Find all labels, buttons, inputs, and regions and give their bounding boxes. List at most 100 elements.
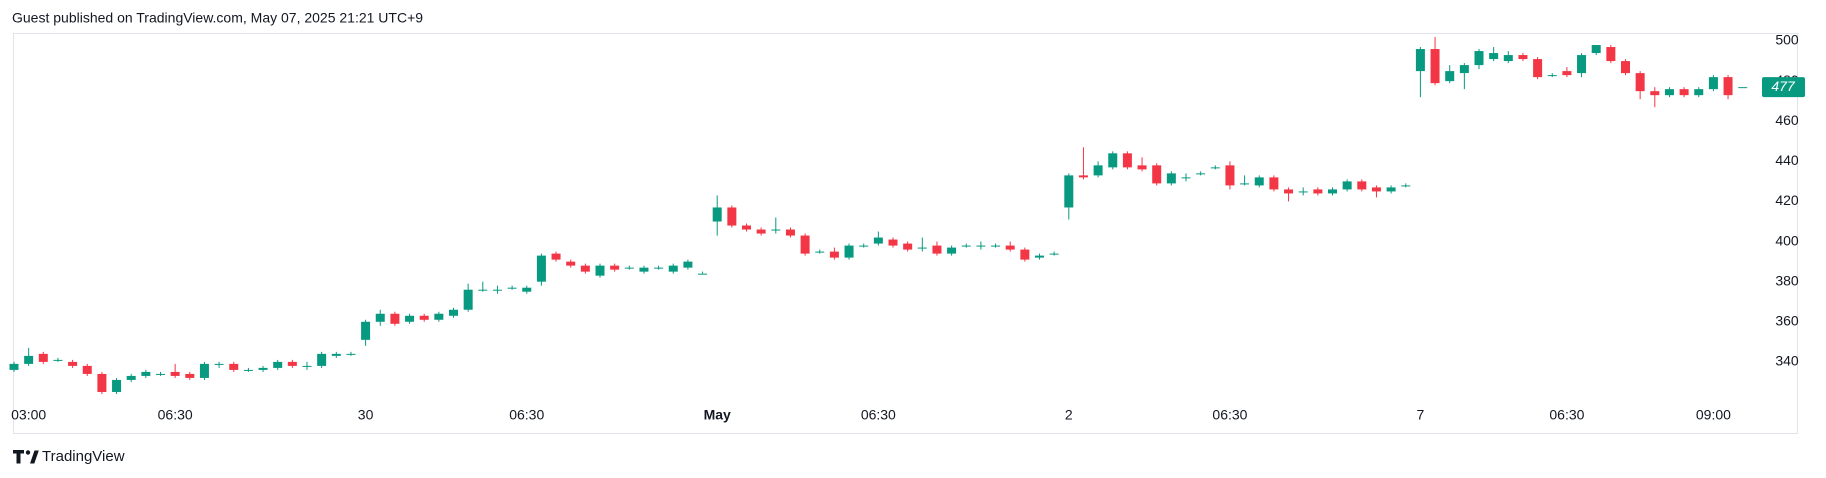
candle-body xyxy=(1738,87,1748,89)
y-tick-label: 460 xyxy=(1775,112,1799,128)
candle-body xyxy=(53,359,63,361)
candle-body xyxy=(1078,175,1088,178)
candle-body xyxy=(492,289,502,291)
candle-body xyxy=(97,373,107,392)
y-tick-label: 360 xyxy=(1775,312,1799,328)
candle-body xyxy=(800,235,810,254)
candle-body xyxy=(1064,175,1074,208)
x-tick-label: 06:30 xyxy=(1212,407,1247,423)
y-tick-label: 340 xyxy=(1775,353,1799,369)
candle-body xyxy=(1093,165,1103,176)
candle-body xyxy=(1357,181,1367,190)
candle-body xyxy=(1591,45,1601,54)
candle-body xyxy=(1298,191,1308,193)
candle-body xyxy=(1606,47,1616,62)
candle-body xyxy=(1313,189,1323,194)
candle-body xyxy=(1152,165,1162,184)
plot-frame xyxy=(13,33,1798,434)
candle-body xyxy=(668,265,678,272)
candle-body xyxy=(917,247,927,249)
candle-body xyxy=(727,207,737,226)
candle-body xyxy=(712,207,722,222)
y-tick-label: 440 xyxy=(1775,152,1799,168)
candle-body xyxy=(1621,61,1630,74)
candle-body xyxy=(1240,183,1250,185)
candle-body xyxy=(1210,167,1220,169)
chart-title: Guest published on TradingView.com, May … xyxy=(12,10,423,26)
candle-body xyxy=(771,229,781,231)
candle-body xyxy=(1708,77,1718,90)
x-tick-label: 7 xyxy=(1417,407,1425,423)
candle-body xyxy=(1049,253,1059,255)
candle-body xyxy=(1371,187,1381,192)
candle-body xyxy=(1284,189,1294,194)
candle-body xyxy=(522,287,532,292)
y-tick-label: 380 xyxy=(1775,272,1799,288)
x-tick-label: 09:00 xyxy=(1696,407,1731,423)
candle-body xyxy=(112,379,122,392)
candle-body xyxy=(1020,249,1030,260)
candle-body xyxy=(1386,187,1396,192)
x-tick-label: 03:00 xyxy=(11,407,46,423)
candle-body xyxy=(1415,49,1425,72)
candle-body xyxy=(361,321,371,340)
candle-body xyxy=(273,361,283,368)
candle-body xyxy=(785,229,795,236)
candle-body xyxy=(1547,75,1557,77)
candle-body xyxy=(873,237,883,244)
candle-body xyxy=(317,353,327,366)
candle-body xyxy=(405,315,415,322)
candle-body xyxy=(463,289,473,310)
candle-body xyxy=(38,353,48,362)
x-tick-label: 06:30 xyxy=(1549,407,1584,423)
candle-body xyxy=(1489,53,1499,60)
candle-body xyxy=(419,315,429,320)
candle-body xyxy=(331,353,341,356)
candle-body xyxy=(507,287,517,289)
candle-body xyxy=(258,367,268,370)
candle-body xyxy=(595,265,605,276)
candle-body xyxy=(1225,165,1235,186)
candle-body xyxy=(170,371,180,376)
x-tick-label: 06:30 xyxy=(509,407,544,423)
candle-body xyxy=(742,225,751,230)
candle-body xyxy=(214,363,224,365)
candle-body xyxy=(1562,71,1572,76)
x-tick-label: 30 xyxy=(358,407,374,423)
candle-body xyxy=(1005,245,1015,250)
candle-body xyxy=(1137,165,1147,170)
candle-body xyxy=(1723,77,1733,96)
candle-body xyxy=(1328,189,1337,194)
candle-body xyxy=(375,313,385,322)
candle-body xyxy=(434,313,444,320)
candle-body xyxy=(580,265,590,272)
candle-body xyxy=(185,373,195,378)
candle-body xyxy=(1181,177,1191,179)
candle-body xyxy=(1577,55,1587,74)
candle-body xyxy=(68,361,78,366)
candle-body xyxy=(654,267,664,269)
candle-body xyxy=(1503,55,1513,62)
candle-body xyxy=(1445,71,1455,82)
candle-body xyxy=(1694,89,1704,96)
candle-body xyxy=(844,245,854,258)
candle-body xyxy=(229,363,239,370)
candle-body xyxy=(1533,59,1543,78)
y-tick-label: 500 xyxy=(1775,32,1799,48)
candle-body xyxy=(859,245,869,247)
candle-body xyxy=(1254,177,1264,186)
candle-body xyxy=(141,371,151,376)
candle-body xyxy=(888,239,898,246)
candle-body xyxy=(1518,55,1528,60)
candle-body xyxy=(756,229,766,234)
brand-logo xyxy=(13,450,39,464)
x-tick-label: 06:30 xyxy=(861,407,896,423)
candle-body xyxy=(24,355,34,364)
candle-body xyxy=(287,361,297,366)
candle-body xyxy=(1664,89,1674,96)
candle-body xyxy=(1401,185,1411,187)
candle-body xyxy=(9,363,19,370)
candle-body xyxy=(1108,153,1118,168)
candle-body xyxy=(82,365,92,374)
